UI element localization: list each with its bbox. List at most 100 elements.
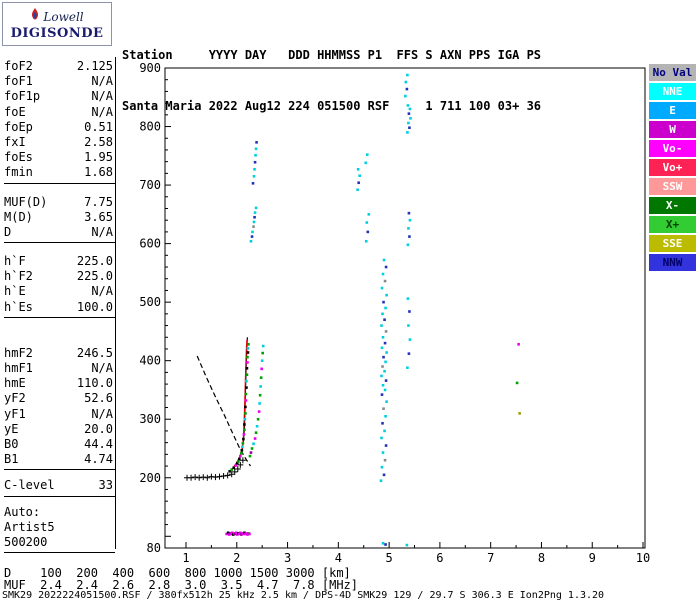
header-values-line: Santa Maria 2022 Aug12 224 051500 RSF 1 … <box>122 99 542 113</box>
param-label: fxI <box>4 134 26 149</box>
ionogram-plot: 900 800 700 600 500 400 300 200 80 1 2 3 4 5 6 7 8 9 10 <box>139 61 650 565</box>
param-label: C-level <box>4 478 55 493</box>
y-tick-label: 700 <box>139 178 161 192</box>
legend-item: NNW <box>649 254 696 271</box>
legend-item: NNE <box>649 83 696 100</box>
legend-item: W <box>649 121 696 138</box>
param-group: hmF2 246.5 hmF1 N/A hmE 110.0 yF2 52.6 yF1 N/A yE 2… <box>4 344 115 471</box>
param-row: hmF1 N/A <box>4 361 113 376</box>
param-row: hmF2 246.5 <box>4 346 113 361</box>
param-row: Auto: <box>4 505 113 520</box>
param-label: 500200 <box>4 534 48 549</box>
y-axis: 900 800 700 600 500 400 300 200 80 <box>139 61 171 555</box>
param-label: B1 <box>4 452 19 467</box>
series-f-trace-o <box>228 342 250 473</box>
param-value: 246.5 <box>76 345 113 360</box>
param-group: C-level 33 <box>4 476 115 497</box>
series-f-trace-x <box>248 344 265 458</box>
velocity-legend: No Val NNE E W Vo- Vo+ SSW X- X+ SSE NNW <box>649 64 698 273</box>
param-row: foEs 1.95 <box>4 150 113 165</box>
x-tick-label: 6 <box>436 551 443 565</box>
y-tick-label: 600 <box>139 237 161 251</box>
legend-item: SSE <box>649 235 696 252</box>
param-value: 3.65 <box>84 209 113 224</box>
param-label: h`F2 <box>4 269 33 284</box>
y-tick-label: 80 <box>147 541 161 555</box>
x-tick-label: 2 <box>233 551 240 565</box>
flame-icon <box>30 7 40 26</box>
param-row: h`Es 100.0 <box>4 300 113 315</box>
series-spread-column-4.9MHz <box>379 258 388 482</box>
param-value: 52.6 <box>84 391 113 406</box>
param-row: MUF(D) 7.75 <box>4 195 113 210</box>
param-row: h`E N/A <box>4 284 113 299</box>
param-value: 225.0 <box>76 269 113 284</box>
param-row: Artist5 <box>4 520 113 535</box>
y-tick-label: 800 <box>139 120 161 134</box>
param-label: B0 <box>4 436 19 451</box>
param-value: 33 <box>98 478 113 493</box>
param-value: 110.0 <box>76 376 113 391</box>
y-tick-label: 500 <box>139 295 161 309</box>
logo: Lowell DIGISONDE <box>2 2 112 46</box>
param-row: yF1 N/A <box>4 407 113 422</box>
param-row: B1 4.74 <box>4 452 113 467</box>
param-value: 44.4 <box>84 436 113 451</box>
series-isolated-echoes <box>381 342 521 547</box>
param-value: 0.51 <box>84 119 113 134</box>
param-row: M(D) 3.65 <box>4 210 113 225</box>
plot-border <box>164 67 646 549</box>
param-value: N/A <box>91 74 113 89</box>
param-label: M(D) <box>4 209 33 224</box>
x-tick-label: 5 <box>386 551 393 565</box>
param-value: 4.74 <box>84 452 113 467</box>
param-value: 7.75 <box>84 194 113 209</box>
param-label: foEp <box>4 119 33 134</box>
x-tick-label: 8 <box>538 551 545 565</box>
param-row: foE N/A <box>4 105 113 120</box>
param-row: yF2 52.6 <box>4 391 113 406</box>
param-value: 2.58 <box>84 134 113 149</box>
parameter-panel: foF2 2.125 foF1 N/A foF1p N/A foE N/A foEp 0.51 fx… <box>0 57 116 554</box>
param-row: h`F 225.0 <box>4 254 113 269</box>
param-row: foEp 0.51 <box>4 120 113 135</box>
param-row: D N/A <box>4 225 113 240</box>
param-row: foF1 N/A <box>4 74 113 89</box>
param-value: 2.125 <box>76 59 113 73</box>
logo-lowell-text: Lowell <box>43 9 84 24</box>
dmuf-table: D 100 200 400 600 800 1000 1500 3000 [km… <box>4 566 359 592</box>
legend-item: X+ <box>649 216 696 233</box>
param-group: h`F 225.0 h`F2 225.0 h`E N/A h`Es 100.0 <box>4 252 115 318</box>
x-tick-label: 10 <box>636 551 650 565</box>
param-label: foF1p <box>4 89 41 104</box>
status-line: SMK29_2022224051500.RSF / 380fx512h 25 k… <box>2 590 605 600</box>
y-tick-label: 200 <box>139 471 161 485</box>
param-label: h`E <box>4 284 26 299</box>
param-label: hmF2 <box>4 345 33 360</box>
param-row: foF2 2.125 <box>4 59 113 74</box>
param-label: foF1 <box>4 74 33 89</box>
series-spread-clusters-4.5MHz <box>356 153 371 243</box>
x-tick-label: 4 <box>335 551 342 565</box>
param-value: 225.0 <box>76 254 113 269</box>
param-row: fmin 1.68 <box>4 165 113 180</box>
param-value: 100.0 <box>76 299 113 314</box>
param-label: fmin <box>4 165 33 180</box>
param-value: 1.95 <box>84 150 113 165</box>
legend-item: Vo- <box>649 140 696 157</box>
x-tick-label: 9 <box>589 551 596 565</box>
param-value: N/A <box>91 361 113 375</box>
param-value: 1.68 <box>84 165 113 180</box>
logo-digisonde-text: DIGISONDE <box>10 26 104 41</box>
legend-item: X- <box>649 197 696 214</box>
param-row: h`F2 225.0 <box>4 269 113 284</box>
y-tick-label: 400 <box>139 354 161 368</box>
param-label: D <box>4 224 12 239</box>
param-label: foEs <box>4 150 33 165</box>
param-row: 500200 <box>4 535 113 550</box>
param-value: N/A <box>91 406 113 421</box>
legend-item: SSW <box>649 178 696 195</box>
x-tick-label: 7 <box>487 551 494 565</box>
param-label: yF2 <box>4 391 26 406</box>
param-group: MUF(D) 7.75 M(D) 3.65 D N/A <box>4 193 115 244</box>
